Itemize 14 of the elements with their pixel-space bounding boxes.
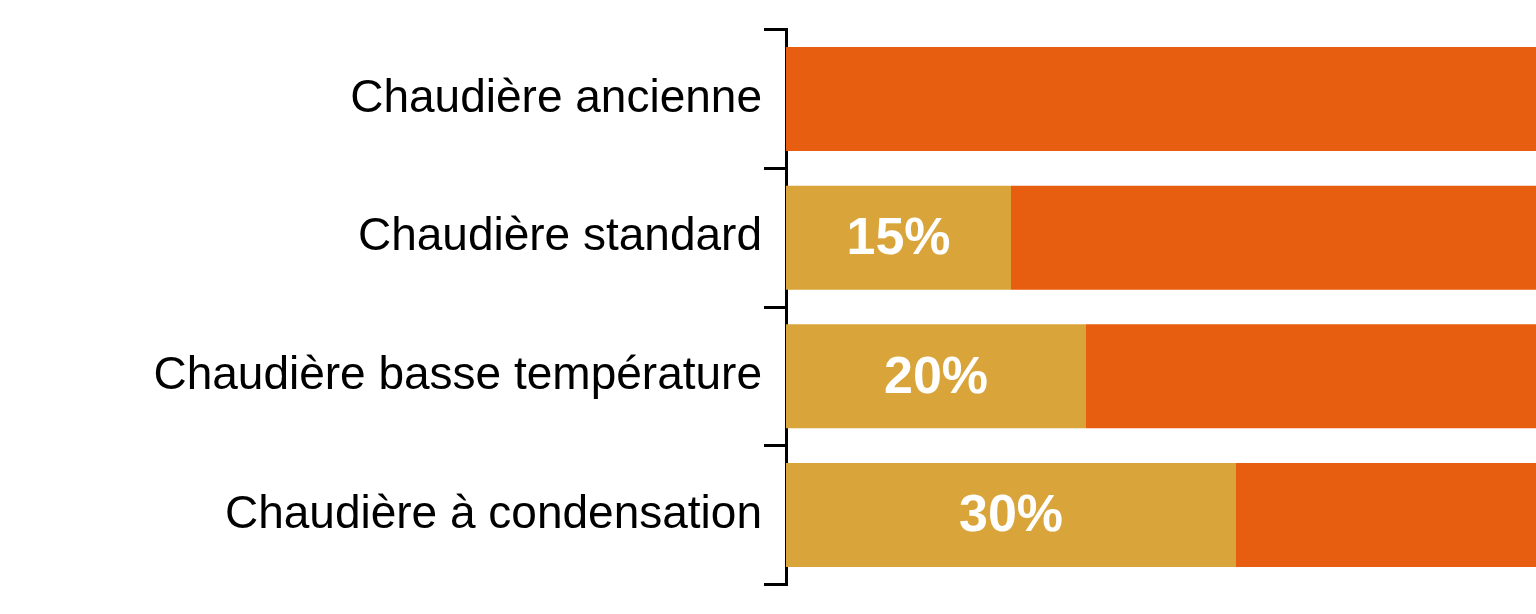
y-tick-label: Chaudière basse température	[153, 347, 762, 400]
bar	[786, 46, 1536, 151]
bar	[1086, 324, 1536, 429]
bar	[1236, 463, 1536, 568]
data-label: 15%	[846, 206, 951, 265]
bar	[786, 324, 1086, 429]
y-tick-label: Chaudière standard	[357, 208, 762, 261]
bar	[786, 185, 1011, 290]
y-tick-label: Chaudière à condensation	[224, 485, 762, 538]
data-label: 30%	[958, 484, 1064, 543]
bar	[786, 463, 1236, 568]
y-tick-label: Chaudière ancienne	[350, 69, 762, 122]
data-label: 20%	[883, 345, 989, 404]
bar	[1011, 185, 1536, 290]
